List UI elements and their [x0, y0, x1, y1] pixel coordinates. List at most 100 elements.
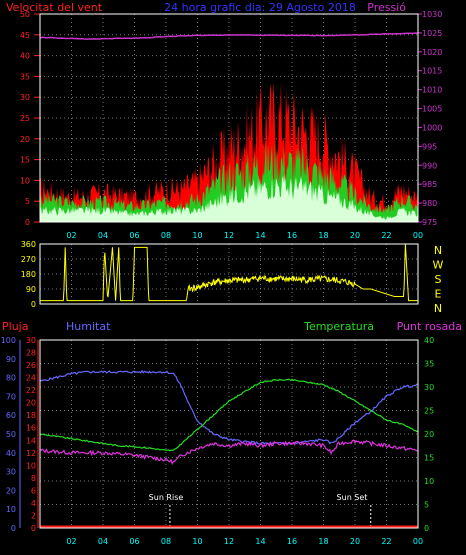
time-tick-label: 10	[192, 537, 202, 546]
chart-date-title: 24 hora grafic dia: 29 Agosto 2018	[164, 1, 356, 14]
time-tick-label: 12	[224, 231, 234, 240]
time-tick-label: 00	[413, 231, 423, 240]
humidity-tick-label: 60	[6, 411, 16, 420]
pressure-tick-label: 995	[422, 142, 437, 151]
time-tick-label: 16	[287, 537, 297, 546]
rain-tick-label: 30	[26, 336, 36, 345]
wind-tick-label: 5	[25, 197, 30, 206]
axis-labels: 0510152025303540455097598098599099510001…	[1, 10, 444, 546]
rain-tick-label: 18	[26, 411, 36, 420]
rain-tick-label: 22	[26, 386, 36, 395]
humidity-tick-label: 50	[6, 430, 16, 439]
temperature-tick-label: 10	[424, 477, 434, 486]
humidity-tick-label: 0	[11, 524, 16, 533]
pressure-tick-label: 1030	[422, 10, 442, 19]
time-tick-label: 20	[350, 231, 360, 240]
compass-label: S	[435, 273, 442, 286]
wind-tick-label: 20	[20, 135, 30, 144]
rain-tick-label: 10	[26, 461, 36, 470]
sunset-label: Sun Set	[337, 493, 368, 502]
wind-tick-label: 30	[20, 93, 30, 102]
panel-frames	[19, 13, 422, 529]
pressure-tick-label: 1020	[422, 48, 442, 57]
direction-tick-label: 360	[21, 240, 36, 249]
rain-tick-label: 4	[31, 499, 36, 508]
direction-tick-label: 270	[21, 255, 36, 264]
chart-marks	[39, 32, 419, 529]
time-tick-label: 22	[381, 231, 391, 240]
time-tick-label: 10	[192, 231, 202, 240]
temperature-axis-title: Temperatura	[303, 320, 374, 333]
temperature-tick-label: 30	[424, 383, 434, 392]
time-tick-label: 06	[129, 537, 139, 546]
direction-tick-label: 180	[21, 270, 36, 279]
temperature-tick-label: 25	[424, 407, 434, 416]
series-humidity	[39, 369, 419, 446]
time-tick-label: 00	[413, 537, 423, 546]
rain-tick-label: 26	[26, 361, 36, 370]
rain-tick-label: 16	[26, 424, 36, 433]
time-tick-label: 06	[129, 231, 139, 240]
rain-tick-label: 2	[31, 511, 36, 520]
time-tick-label: 20	[350, 537, 360, 546]
time-tick-label: 04	[98, 231, 108, 240]
wind-tick-label: 45	[20, 31, 30, 40]
pressure-tick-label: 985	[422, 180, 437, 189]
direction-tick-label: 0	[31, 300, 36, 309]
series-pressure	[39, 32, 419, 40]
time-tick-label: 18	[318, 537, 328, 546]
time-tick-label: 12	[224, 537, 234, 546]
pressure-tick-label: 975	[422, 218, 437, 227]
pressure-tick-label: 1005	[422, 105, 442, 114]
rain-tick-label: 12	[26, 449, 36, 458]
pressure-tick-label: 980	[422, 199, 437, 208]
sunrise-label: Sun Rise	[149, 493, 184, 502]
rain-tick-label: 6	[31, 486, 36, 495]
humidity-tick-label: 70	[6, 392, 16, 401]
rain-tick-label: 8	[31, 474, 36, 483]
series-dewpoint	[39, 439, 419, 466]
temperature-tick-label: 15	[424, 454, 434, 463]
series-wind-direction	[40, 243, 418, 302]
dewpoint-axis-title: Punt rosada	[397, 320, 462, 333]
humidity-tick-label: 90	[6, 355, 16, 364]
wind-axis-title: Velocitat del vent	[6, 1, 103, 14]
wind-tick-label: 40	[20, 52, 30, 61]
time-tick-label: 14	[255, 537, 265, 546]
humidity-tick-label: 80	[6, 374, 16, 383]
pressure-tick-label: 1015	[422, 67, 442, 76]
temperature-tick-label: 5	[424, 501, 429, 510]
compass-label: E	[435, 288, 442, 301]
time-tick-label: 02	[66, 537, 76, 546]
wind-panel-frame	[39, 13, 419, 223]
series-temperature	[39, 378, 419, 452]
time-tick-label: 08	[161, 537, 171, 546]
time-tick-label: 08	[161, 231, 171, 240]
temp-panel-frame	[39, 339, 419, 529]
wind-tick-label: 35	[20, 72, 30, 81]
humidity-tick-label: 10	[6, 505, 16, 514]
temperature-tick-label: 35	[424, 360, 434, 369]
wind-tick-label: 15	[20, 156, 30, 165]
temperature-tick-label: 0	[424, 524, 429, 533]
rain-axis-title: Pluja	[2, 320, 28, 333]
gridlines	[40, 13, 419, 529]
wind-tick-label: 10	[20, 176, 30, 185]
rain-tick-label: 24	[26, 374, 36, 383]
compass-label: W	[433, 259, 444, 272]
time-tick-label: 02	[66, 231, 76, 240]
pressure-tick-label: 1000	[422, 123, 442, 132]
pressure-tick-label: 990	[422, 161, 437, 170]
rain-tick-label: 14	[26, 436, 36, 445]
time-tick-label: 16	[287, 231, 297, 240]
series-wind-min	[40, 174, 418, 222]
direction-tick-label: 90	[26, 285, 36, 294]
compass-label: N	[434, 302, 442, 315]
humidity-tick-label: 100	[1, 336, 16, 345]
humidity-tick-label: 30	[6, 468, 16, 477]
pressure-axis-title: Pressió	[367, 1, 406, 14]
compass-label: N	[434, 244, 442, 257]
wind-tick-label: 50	[20, 10, 30, 19]
temperature-tick-label: 20	[424, 430, 434, 439]
